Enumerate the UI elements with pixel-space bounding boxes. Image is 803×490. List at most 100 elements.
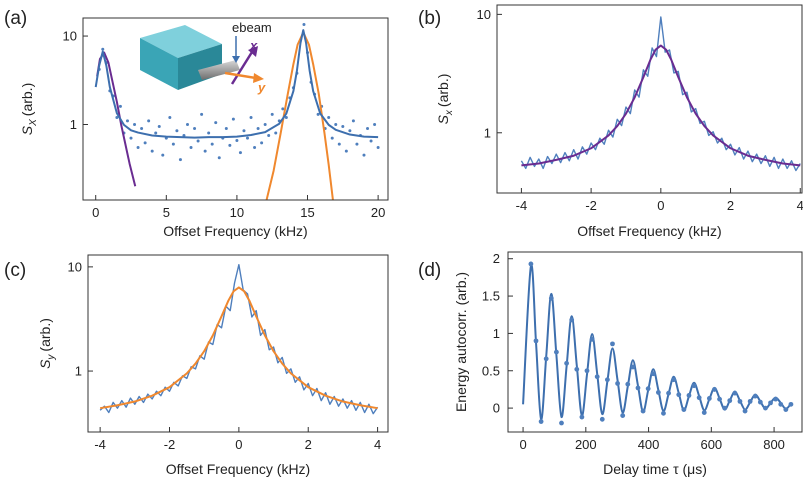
x-axis-label: Offset Frequency (kHz) <box>163 223 307 239</box>
y-axis-unit: (arb.) <box>19 83 35 116</box>
y-axis-label: SX (arb.) <box>19 83 39 135</box>
data-point <box>260 141 264 145</box>
data-point <box>125 119 129 123</box>
y-tick-label: 2 <box>493 251 500 266</box>
data-point <box>610 341 615 347</box>
data-point <box>528 261 534 267</box>
data-point <box>559 420 564 426</box>
data-point <box>185 122 189 126</box>
data-point <box>773 396 779 402</box>
data-point <box>778 401 784 407</box>
x-tick-label: 0 <box>519 437 526 452</box>
x-tick-label: 800 <box>763 437 785 452</box>
data-point <box>625 381 631 387</box>
data-point <box>161 153 165 157</box>
x-arrow <box>230 51 254 85</box>
y-tick-label: 1 <box>484 125 491 140</box>
data-point <box>712 387 717 392</box>
axes-frame <box>507 251 803 433</box>
data-point <box>175 129 179 133</box>
data-point <box>207 131 211 135</box>
data-point <box>274 131 278 135</box>
y-axis-symbol: S <box>435 114 451 124</box>
data-point <box>543 356 549 362</box>
data-point <box>635 385 641 391</box>
panel: (b) -4 -2 0 2 4 1 10 Offset Frequency (kHz) Sx (ar… <box>418 4 803 239</box>
y-tick-label: 1 <box>493 326 500 341</box>
x-tick-label: -4 <box>516 198 528 213</box>
data-point <box>538 419 544 424</box>
cube-top <box>140 25 222 58</box>
y-tick-label: 10 <box>63 29 77 44</box>
data-point <box>246 136 250 140</box>
data-point <box>334 122 338 126</box>
data-point <box>263 122 267 126</box>
data-line <box>96 51 137 187</box>
data-point <box>231 117 235 121</box>
data-point <box>717 396 722 402</box>
data-point <box>178 158 182 162</box>
data-point <box>235 138 239 142</box>
axes-frame <box>82 17 389 201</box>
data-point <box>706 395 712 401</box>
data-point <box>351 119 355 123</box>
data-point <box>696 395 702 401</box>
data-point <box>115 115 119 119</box>
data-point <box>548 295 554 301</box>
data-point <box>193 127 197 131</box>
data-point <box>253 145 257 149</box>
data-point <box>133 122 137 126</box>
y-axis-label: Energy autocorr. (arb.) <box>453 272 469 412</box>
data-point <box>348 129 352 133</box>
data-point <box>284 115 288 119</box>
data-point <box>228 143 232 147</box>
data-point <box>574 366 580 372</box>
data-point <box>189 145 193 149</box>
data-point <box>722 405 728 411</box>
plot-area <box>94 23 380 200</box>
x-axis-label: Delay time τ (μs) <box>603 461 707 477</box>
y-axis-subscript: y <box>46 354 57 361</box>
data-point <box>238 151 242 155</box>
data-line <box>94 29 379 139</box>
data-point <box>203 149 207 153</box>
y-tick-label: 1 <box>75 364 82 379</box>
data-point <box>620 413 626 418</box>
x-tick-label: 2 <box>305 437 312 452</box>
data-line <box>520 16 801 172</box>
x-tick-label: -4 <box>94 437 106 452</box>
data-point <box>281 107 285 111</box>
y-tick-label: 10 <box>477 7 491 22</box>
data-point <box>671 377 677 383</box>
data-point <box>337 142 341 146</box>
data-point <box>763 405 768 411</box>
x-tick-label: 4 <box>374 437 381 452</box>
data-line <box>99 286 378 410</box>
data-point <box>355 142 359 146</box>
y-axis-label: Sy (arb.) <box>37 318 57 369</box>
x-axis-label: Offset Frequency (kHz) <box>166 461 310 477</box>
y-axis-subscript: x <box>444 109 455 116</box>
data-point <box>214 121 218 125</box>
panel-label: (b) <box>418 8 441 29</box>
data-point <box>604 377 610 383</box>
data-point <box>645 386 651 392</box>
data-point <box>344 149 348 153</box>
data-point <box>147 119 151 123</box>
inset-label: ebeam <box>232 20 272 35</box>
data-point <box>150 149 154 153</box>
x-tick-label: 15 <box>300 205 314 220</box>
x-axis-label: Offset Frequency (kHz) <box>577 223 721 239</box>
data-point <box>676 392 682 398</box>
y-tick-label: 1.5 <box>482 289 500 304</box>
panel-label: (a) <box>4 8 27 29</box>
data-point <box>737 398 743 404</box>
data-point <box>686 393 692 398</box>
panel: (d) 0 200 400 600 800 0 0.5 1 1.5 2 Delay time τ (μ… <box>418 251 803 477</box>
data-point <box>210 142 214 146</box>
y-axis-symbol: S <box>37 359 53 369</box>
x-tick-label: 0 <box>657 198 664 213</box>
data-point <box>129 136 133 140</box>
data-point <box>564 360 569 366</box>
